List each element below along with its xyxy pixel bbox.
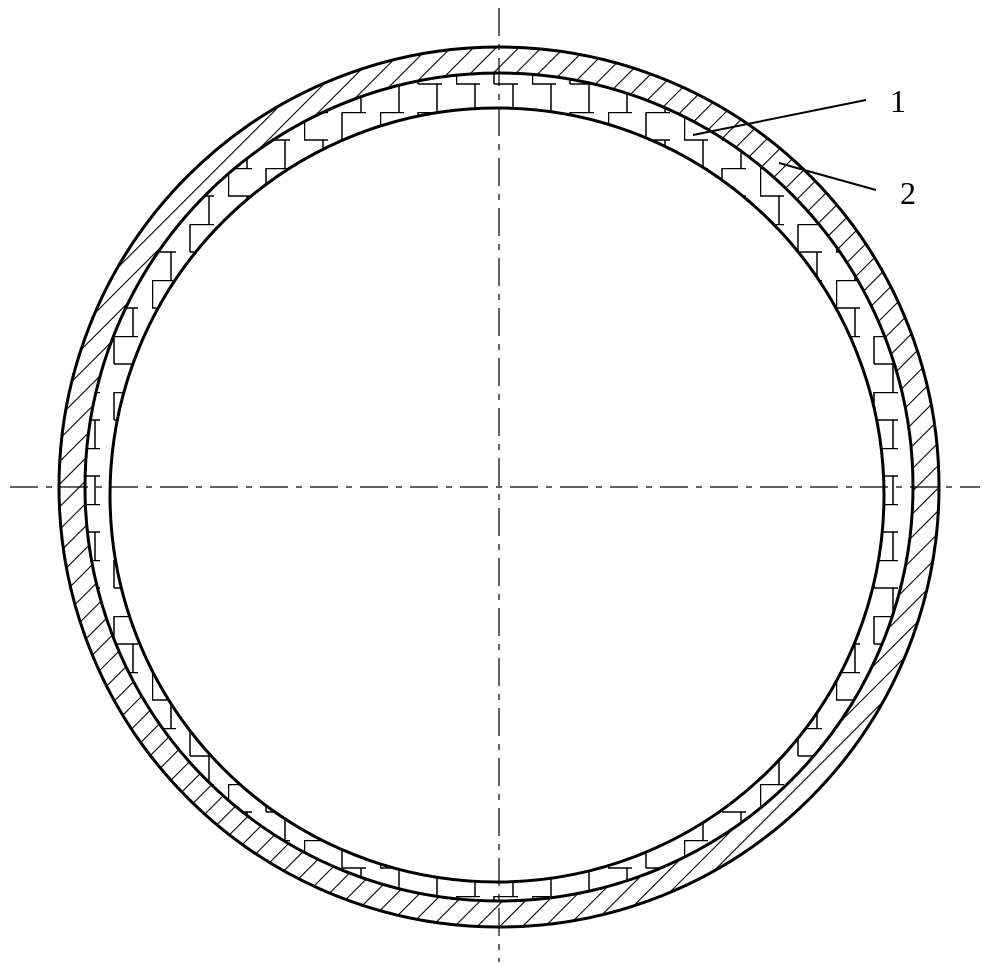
cross-section-svg: 12 — [0, 0, 1000, 964]
outer-ring-fill — [0, 0, 1000, 964]
callout-1-label: 1 — [890, 83, 906, 119]
inner-ring-fill — [0, 0, 1000, 964]
centerlines — [10, 8, 980, 962]
inner-circle — [110, 108, 884, 882]
diagram-container: 12 — [0, 0, 1000, 964]
inner-annulus-hatch — [0, 0, 1000, 964]
outer-annulus-hatch — [0, 0, 1000, 964]
callout-2-label: 2 — [900, 175, 916, 211]
